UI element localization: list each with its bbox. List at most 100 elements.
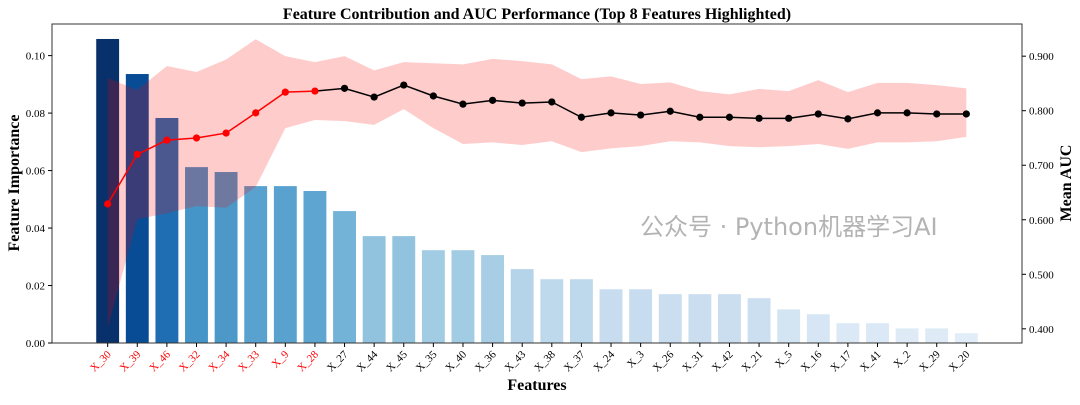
auc-point-X_31 [696,113,704,121]
left-y-axis: 0.00 0.02 0.04 0.06 0.08 0.10 [26,51,52,350]
auc-point-X_37 [577,113,586,121]
auc-confidence-band [107,39,967,328]
auc-band-layer [107,39,967,328]
x-tick-label: X_2 [891,349,913,371]
bar-X_45 [391,235,416,344]
x-tick-label: X_34 [206,348,232,374]
right-y-axis: 0.400 0.500 0.600 0.700 0.800 0.900 [1022,51,1054,336]
x-tick-label: X_44 [354,348,380,374]
auc-point-X_24 [607,109,615,117]
bar-X_42 [717,293,742,344]
y-right-tick-label: 0.600 [1029,215,1054,227]
x-tick-label: X_9 [270,348,292,370]
y-right-tick-label: 0.400 [1029,324,1054,336]
x-tick-label: X_42 [710,349,736,375]
x-axis-label: Features [507,377,566,394]
x-axis: X_30 X_39 X_46 X_32 X_34 X_33 X_9 X_28 X_27 X_44 X… [88,343,973,374]
x-tick-label: X_24 [591,348,617,374]
auc-point-X_2 [903,109,911,117]
x-tick-label: X_37 [562,348,588,374]
x-tick-label: X_27 [325,348,351,374]
bar-X_5 [776,308,801,344]
auc-point-X_45 [400,81,408,89]
bar-X_3 [628,288,653,344]
x-tick-label: X_16 [799,348,825,374]
y-axis-label: Feature Importance [6,115,23,252]
x-tick-label: X_28 [295,348,321,374]
auc-point-X_9 [281,88,289,96]
x-tick-label: X_36 [473,348,499,374]
auc-point-X_34 [222,129,230,137]
auc-point-X_44 [370,93,378,101]
y-right-tick-label: 0.500 [1029,269,1054,281]
auc-point-X_16 [814,110,822,118]
bar-X_37 [569,278,594,344]
bar-X_43 [510,268,535,344]
x-tick-label: X_20 [947,348,973,374]
auc-line-layer [104,81,970,208]
auc-point-X_20 [962,110,970,118]
auc-point-X_46 [163,136,171,144]
y-right-tick-label: 0.800 [1029,106,1054,118]
auc-point-X_17 [844,115,852,123]
auc-point-X_36 [488,96,497,104]
auc-point-X_39 [133,150,141,158]
x-tick-label: X_21 [739,349,765,375]
auc-point-X_33 [252,109,260,117]
auc-point-X_5 [785,114,793,122]
auc-point-X_43 [518,99,526,107]
auc-line-top [107,90,315,205]
x-tick-label: X_45 [384,348,410,374]
y-tick-label: 0.02 [26,281,45,293]
y-axis-right-label: Mean AUC [1058,145,1075,222]
x-tick-label: X_31 [680,349,706,375]
bar-X_27 [332,210,357,344]
y-tick-label: 0.06 [26,166,46,178]
y-tick-label: 0.10 [26,51,46,63]
y-right-tick-label: 0.700 [1029,160,1054,172]
x-tick-label: X_5 [773,348,795,370]
auc-point-X_42 [725,113,734,121]
x-tick-label: X_26 [651,348,677,374]
bar-X_16 [806,313,831,344]
x-tick-label: X_30 [88,348,114,374]
bar-X_31 [687,293,712,344]
x-tick-label: X_32 [177,349,203,375]
x-tick-label: X_35 [414,348,440,374]
auc-point-X_32 [192,134,201,142]
bar-X_2 [895,327,920,344]
x-tick-label: X_41 [858,349,884,375]
x-tick-label: X_3 [625,348,647,370]
auc-point-X_29 [933,110,941,118]
bar-X_38 [539,278,564,344]
bar-X_40 [450,249,476,344]
auc-point-X_40 [459,100,467,108]
chart-title: Feature Contribution and AUC Performance… [283,6,791,23]
auc-point-X_3 [637,111,645,119]
bar-X_33 [243,185,268,344]
x-tick-label: X_40 [443,348,469,374]
bar-X_35 [421,249,446,344]
bar-X_41 [865,322,890,344]
bar-X_17 [835,322,860,344]
bar-X_44 [362,235,387,344]
x-tick-label: X_29 [917,348,943,374]
bar-X_29 [924,327,949,344]
bar-X_21 [747,297,772,344]
auc-point-X_41 [873,109,882,117]
y-tick-label: 0.00 [26,338,46,350]
x-tick-label: X_46 [147,348,173,374]
auc-point-X_26 [666,107,674,115]
x-tick-label: X_39 [118,348,144,374]
x-tick-label: X_43 [503,348,529,374]
x-tick-label: X_33 [236,348,262,374]
auc-point-X_28 [311,87,319,95]
y-tick-label: 0.08 [26,108,46,120]
x-tick-label: X_38 [532,348,558,374]
plot-frame [51,23,1023,344]
auc-point-X_35 [429,92,437,100]
bar-X_28 [302,190,327,344]
bar-X_20 [954,332,979,344]
bar-X_36 [480,254,505,344]
